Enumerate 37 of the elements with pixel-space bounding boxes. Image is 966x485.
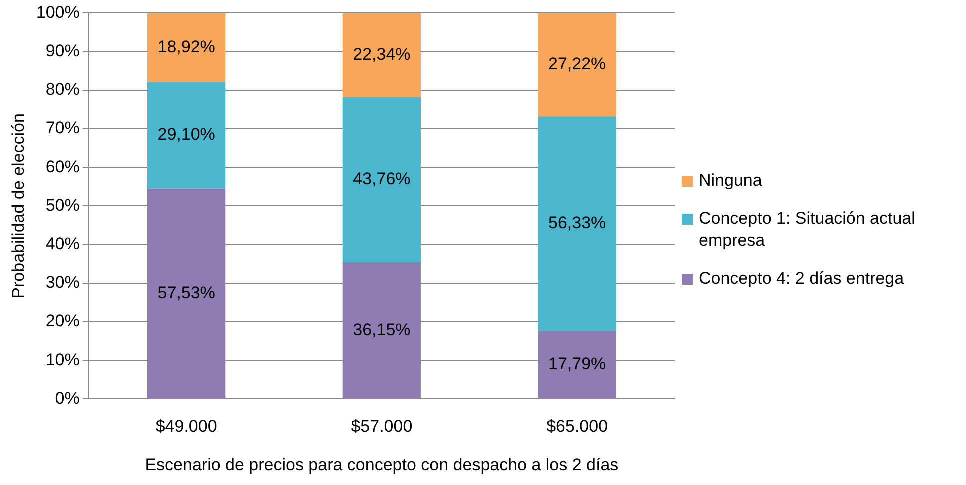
- legend-label: Concepto 4: 2 días entrega: [699, 268, 904, 290]
- y-tick-label: 90%: [46, 41, 80, 60]
- y-axis-title: Probabilidad de elección: [8, 114, 28, 299]
- y-tick-label: 20%: [46, 312, 80, 331]
- annotation: 22,34%: [353, 44, 411, 64]
- annotation: 17,79%: [548, 354, 606, 374]
- bar: [147, 82, 226, 189]
- annotation: 56,33%: [548, 214, 606, 233]
- y-tick-label: 60%: [46, 157, 80, 176]
- x-tick-label: $49.000: [156, 417, 218, 436]
- x-tick-label: $57.000: [351, 417, 413, 436]
- bar: [538, 13, 616, 117]
- bar: [342, 262, 422, 399]
- annotation: 43,76%: [353, 170, 411, 189]
- y-tick-label: 10%: [46, 350, 80, 370]
- y-tick-label: 30%: [46, 273, 80, 292]
- y-tick-label: 50%: [46, 196, 80, 215]
- annotation: 36,15%: [353, 320, 411, 340]
- x-axis-title: Escenario de precios para concepto con despacho a los 2 días: [145, 455, 619, 474]
- bar: [342, 97, 422, 263]
- annotation: 18,92%: [158, 37, 216, 56]
- y-tick-label: 70%: [46, 118, 80, 138]
- bar: [147, 188, 226, 399]
- bar: [342, 13, 422, 98]
- y-tick-label: 40%: [46, 234, 80, 254]
- x-tick-label: $65.000: [546, 417, 608, 436]
- legend-label: Ninguna: [699, 170, 762, 192]
- bar: [538, 116, 616, 332]
- annotation: 57,53%: [158, 283, 216, 302]
- y-tick-label: 80%: [46, 80, 80, 100]
- annotation: 27,22%: [548, 54, 606, 74]
- bar: [538, 331, 616, 399]
- y-tick-label: 100%: [36, 2, 80, 22]
- bar: [147, 13, 226, 82]
- y-tick-label: 0%: [55, 388, 80, 408]
- annotation: 29,10%: [158, 125, 216, 144]
- legend-label: Concepto 1: Situación actual empresa: [699, 208, 916, 252]
